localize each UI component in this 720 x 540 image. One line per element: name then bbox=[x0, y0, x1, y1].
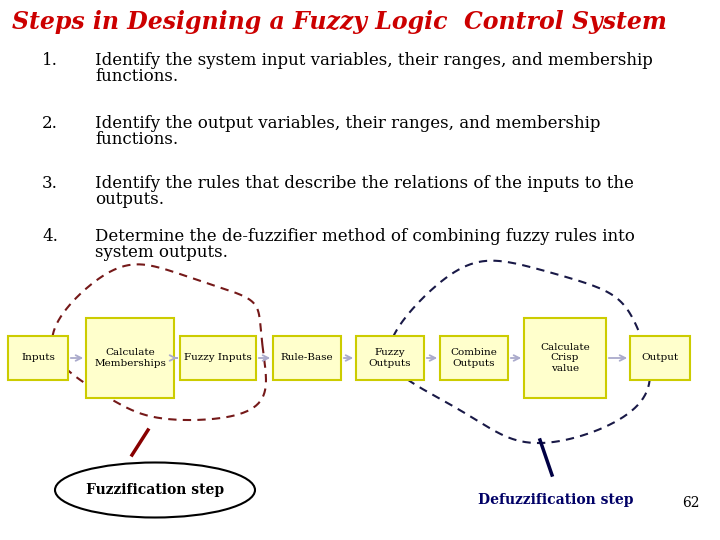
Text: 1.: 1. bbox=[42, 52, 58, 69]
Text: Identify the output variables, their ranges, and membership: Identify the output variables, their ran… bbox=[95, 115, 600, 132]
Text: functions.: functions. bbox=[95, 131, 178, 148]
Text: Determine the de-fuzzifier method of combining fuzzy rules into: Determine the de-fuzzifier method of com… bbox=[95, 228, 635, 245]
Text: Identify the system input variables, their ranges, and membership: Identify the system input variables, the… bbox=[95, 52, 653, 69]
Ellipse shape bbox=[55, 462, 255, 517]
Text: 3.: 3. bbox=[42, 175, 58, 192]
Text: 62: 62 bbox=[683, 496, 700, 510]
Text: Fuzzification step: Fuzzification step bbox=[86, 483, 224, 497]
Bar bbox=[630, 336, 690, 380]
Bar bbox=[524, 318, 606, 398]
Text: Combine
Outputs: Combine Outputs bbox=[451, 348, 498, 368]
Bar bbox=[356, 336, 424, 380]
Text: system outputs.: system outputs. bbox=[95, 244, 228, 261]
Text: Fuzzy Inputs: Fuzzy Inputs bbox=[184, 354, 252, 362]
Text: Calculate
Memberships: Calculate Memberships bbox=[94, 348, 166, 368]
Text: Output: Output bbox=[642, 354, 678, 362]
Text: Identify the rules that describe the relations of the inputs to the: Identify the rules that describe the rel… bbox=[95, 175, 634, 192]
Bar bbox=[440, 336, 508, 380]
Bar bbox=[273, 336, 341, 380]
Text: Defuzzification step: Defuzzification step bbox=[478, 493, 634, 507]
Text: Inputs: Inputs bbox=[21, 354, 55, 362]
Text: 2.: 2. bbox=[42, 115, 58, 132]
Bar bbox=[8, 336, 68, 380]
Text: functions.: functions. bbox=[95, 68, 178, 85]
Text: Calculate
Crisp
value: Calculate Crisp value bbox=[540, 343, 590, 373]
Text: Rule-Base: Rule-Base bbox=[281, 354, 333, 362]
Text: 4.: 4. bbox=[42, 228, 58, 245]
Text: outputs.: outputs. bbox=[95, 191, 164, 208]
Text: Steps in Designing a Fuzzy Logic  Control System: Steps in Designing a Fuzzy Logic Control… bbox=[12, 10, 667, 34]
Bar bbox=[86, 318, 174, 398]
Text: Fuzzy
Outputs: Fuzzy Outputs bbox=[369, 348, 411, 368]
Bar bbox=[180, 336, 256, 380]
